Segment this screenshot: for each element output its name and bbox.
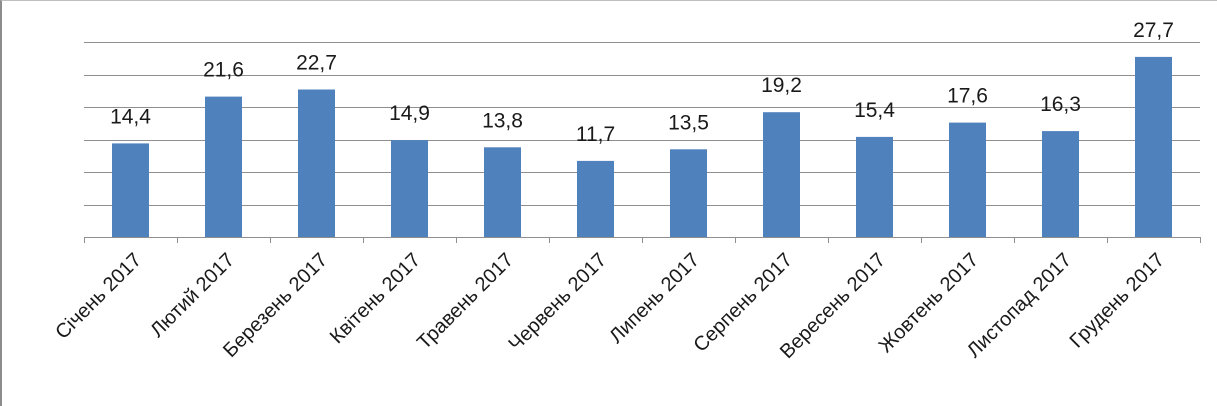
x-tick-label-7: Серпень 2017 (689, 249, 797, 357)
bar-3 (391, 140, 428, 237)
x-axis (84, 237, 1201, 243)
x-tick-label-5: Червень 2017 (505, 249, 612, 356)
x-tick-label-1: Лютий 2017 (146, 249, 239, 342)
bar-9 (949, 122, 986, 237)
data-label-0: 14,4 (110, 105, 151, 128)
data-label-10: 16,3 (1040, 93, 1081, 116)
bar-2 (298, 89, 335, 237)
x-tick-label-11: Грудень 2017 (1066, 249, 1169, 352)
bar-5 (577, 160, 614, 237)
x-tick-label-4: Травень 2017 (413, 249, 518, 354)
data-label-8: 15,4 (854, 99, 895, 122)
bar-7 (763, 112, 800, 237)
data-labels: 14,4 21,6 22,7 14,9 13,8 11,7 13,5 19,2 15,4 17,6… (110, 19, 1174, 146)
bars (112, 56, 1172, 238)
x-tick-label-6: Липень 2017 (605, 249, 704, 348)
gridlines (84, 42, 1200, 206)
data-label-1: 21,6 (203, 59, 244, 82)
bar-1 (205, 96, 242, 237)
x-tick-label-3: Квітень 2017 (326, 249, 425, 348)
data-label-2: 22,7 (296, 52, 337, 75)
data-label-9: 17,6 (947, 85, 988, 108)
bar-11 (1135, 56, 1172, 238)
bar-4 (484, 147, 521, 237)
data-label-3: 14,9 (389, 102, 430, 125)
data-label-6: 13,5 (668, 111, 709, 134)
x-tick-label-0: Січень 2017 (51, 249, 146, 344)
data-label-7: 19,2 (761, 74, 802, 97)
bar-8 (856, 136, 893, 237)
data-label-4: 13,8 (482, 109, 523, 132)
x-tick-label-9: Жовтень 2017 (875, 249, 983, 357)
bar-6 (670, 149, 707, 238)
bar-0 (112, 143, 149, 237)
data-label-11: 27,7 (1133, 19, 1174, 42)
bar-10 (1042, 131, 1079, 237)
data-label-5: 11,7 (576, 123, 615, 146)
